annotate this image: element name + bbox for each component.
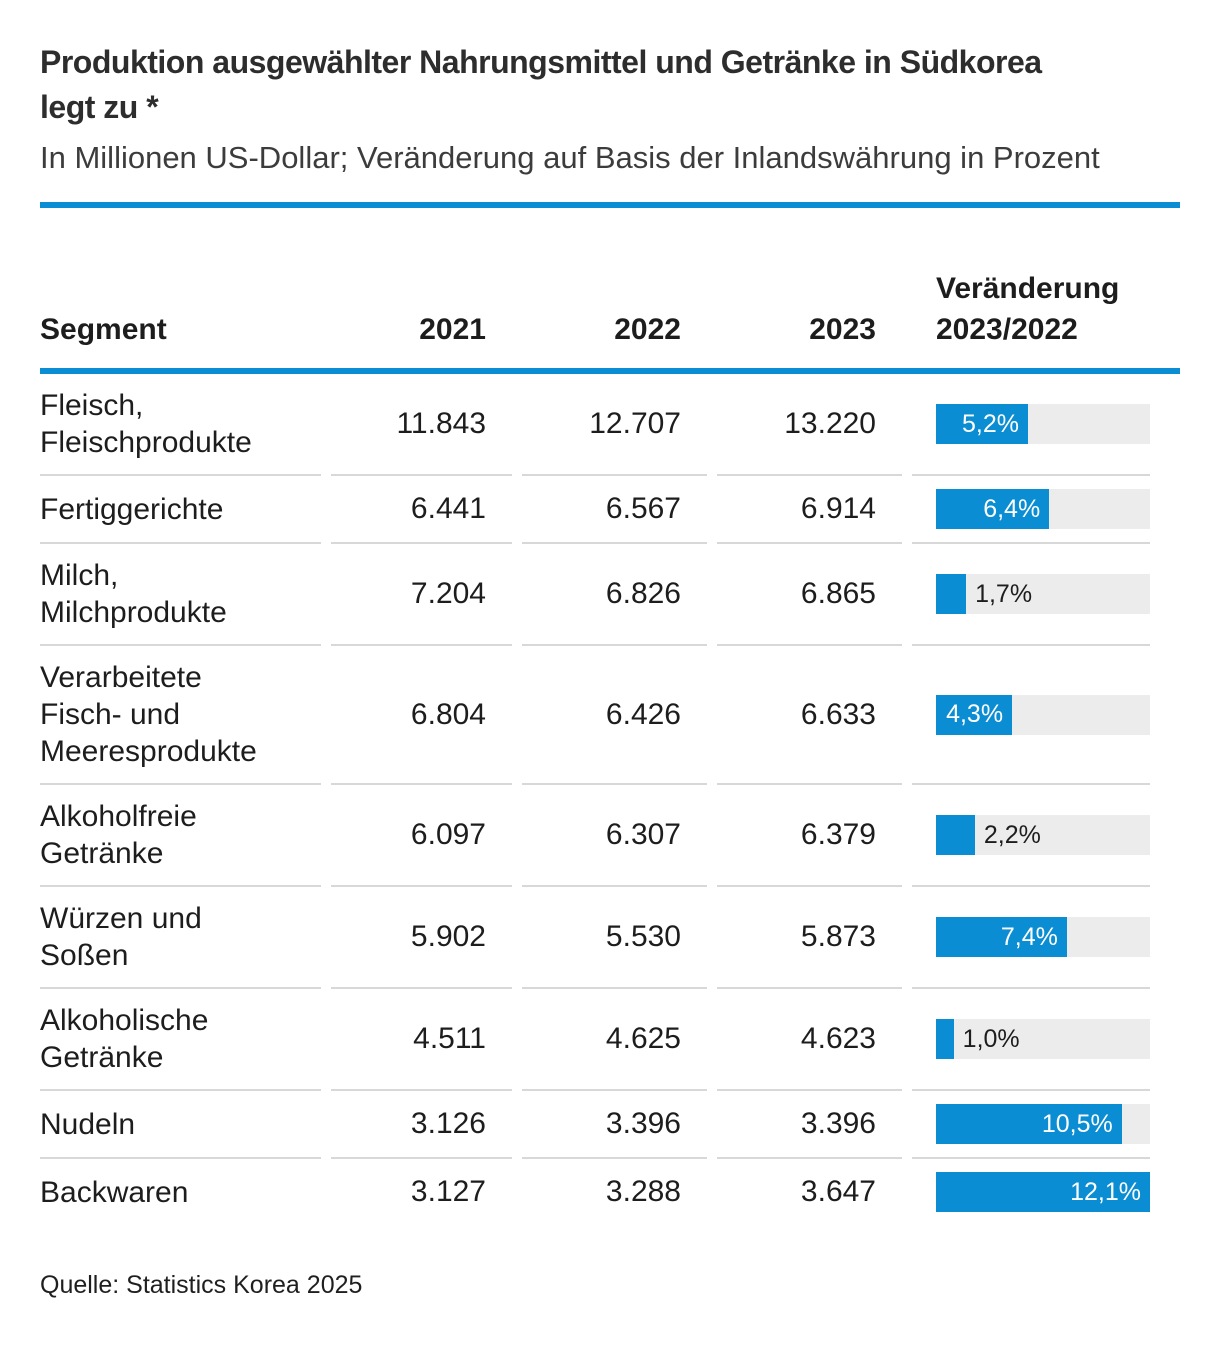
value-cell-2022: 6.826: [522, 544, 707, 646]
change-bar-label: 1,7%: [975, 579, 1033, 608]
change-bar-track: 1,0%: [936, 1019, 1150, 1059]
change-bar-label: 7,4%: [1000, 922, 1058, 951]
table-row: Würzen und Soßen 5.902 5.530 5.873 7,4%: [40, 887, 1150, 989]
change-cell: 10,5%: [912, 1091, 1150, 1159]
change-bar-fill: 4,3%: [936, 694, 1013, 735]
page-title-line2: legt zu *: [40, 89, 159, 125]
change-cell: 1,7%: [912, 544, 1150, 646]
change-bar-label: 10,5%: [1041, 1109, 1113, 1138]
change-cell: 1,0%: [912, 989, 1150, 1091]
value-cell-2022: 3.396: [522, 1091, 707, 1159]
change-bar-track: 6,4%: [936, 489, 1150, 529]
value-cell-2023: 6.379: [717, 785, 902, 887]
change-bar-track: 1,7%: [936, 574, 1150, 614]
change-bar-fill: 12,1%: [936, 1172, 1150, 1212]
value-cell-2023: 6.914: [717, 476, 902, 544]
change-cell: 7,4%: [912, 887, 1150, 989]
change-bar-fill: 10,5%: [936, 1104, 1122, 1144]
table-row: Backwaren 3.127 3.288 3.647 12,1%: [40, 1159, 1150, 1225]
change-bar-track: 2,2%: [936, 815, 1150, 855]
value-cell-2021: 7.204: [331, 544, 512, 646]
value-cell-2021: 11.843: [331, 374, 512, 476]
change-bar-label: 4,3%: [946, 700, 1004, 728]
change-bar-track: 4,3%: [936, 694, 1150, 735]
value-cell-2021: 6.097: [331, 785, 512, 887]
table-row: Alkoholfreie Getränke 6.097 6.307 6.379 2,2%: [40, 785, 1150, 887]
change-bar-fill: [936, 815, 975, 855]
change-cell: 4,3%: [912, 646, 1150, 785]
segment-cell: Würzen und Soßen: [40, 887, 321, 989]
change-cell: 12,1%: [912, 1159, 1150, 1225]
segment-cell: Backwaren: [40, 1175, 189, 1209]
change-bar-track: 5,2%: [936, 404, 1150, 444]
change-bar-label: 6,4%: [983, 494, 1041, 523]
data-table: Segment 2021 2022 2023 Veränderung 2023/…: [40, 268, 1150, 368]
segment-cell: Alkoholische Getränke: [40, 989, 321, 1091]
value-cell-2023: 5.873: [717, 887, 902, 989]
value-cell-2022: 6.567: [522, 476, 707, 544]
page-title-line1: Produktion ausgewählter Nahrungsmittel u…: [40, 44, 1042, 80]
change-bar-label: 5,2%: [961, 409, 1019, 438]
change-cell: 5,2%: [912, 374, 1150, 476]
table-row: Nudeln 3.126 3.396 3.396 10,5%: [40, 1091, 1150, 1159]
value-cell-2022: 5.530: [522, 887, 707, 989]
change-bar-fill: [936, 1019, 954, 1059]
change-bar-label: 12,1%: [1070, 1177, 1141, 1206]
top-rule: [40, 202, 1180, 208]
column-header-2023: 2023: [809, 313, 876, 346]
segment-cell: Fleisch, Fleischprodukte: [40, 374, 321, 476]
change-cell: 2,2%: [912, 785, 1150, 887]
column-header-2022: 2022: [614, 313, 681, 346]
value-cell-2022: 4.625: [522, 989, 707, 1091]
change-bar-track: 10,5%: [936, 1104, 1150, 1144]
value-cell-2022: 6.426: [522, 646, 707, 785]
change-bar-fill: 6,4%: [936, 489, 1050, 529]
table-body: Fleisch, Fleischprodukte 11.843 12.707 13.2…: [40, 374, 1150, 1225]
source-note: Quelle: Statistics Korea 2025: [40, 1271, 363, 1299]
page-title: Produktion ausgewählter Nahrungsmittel u…: [40, 40, 1180, 130]
value-cell-2021: 3.127: [410, 1175, 486, 1208]
change-bar-track: 12,1%: [936, 1172, 1150, 1212]
change-bar-fill: [936, 574, 967, 614]
segment-cell: Nudeln: [40, 1091, 321, 1159]
segment-cell: Verarbeitete Fisch- und Meeresprodukte: [40, 646, 321, 785]
table-row: Alkoholische Getränke 4.511 4.625 4.623 1,0%: [40, 989, 1150, 1091]
value-cell-2022: 6.307: [522, 785, 707, 887]
value-cell-2022: 12.707: [522, 374, 707, 476]
table-row: Fleisch, Fleischprodukte 11.843 12.707 13.2…: [40, 374, 1150, 476]
change-bar-track: 7,4%: [936, 917, 1150, 957]
value-cell-2023: 13.220: [717, 374, 902, 476]
header-rule: [40, 368, 1180, 374]
value-cell-2021: 4.511: [331, 989, 512, 1091]
change-bar-fill: 7,4%: [936, 917, 1067, 957]
segment-cell: Fertiggerichte: [40, 476, 321, 544]
value-cell-2023: 3.396: [717, 1091, 902, 1159]
change-bar-label: 2,2%: [983, 820, 1041, 849]
column-header-2021: 2021: [419, 313, 486, 346]
table-header-row: Segment 2021 2022 2023 Veränderung 2023/…: [40, 268, 1150, 368]
value-cell-2021: 6.804: [331, 646, 512, 785]
value-cell-2021: 5.902: [331, 887, 512, 989]
table-row: Fertiggerichte 6.441 6.567 6.914 6,4%: [40, 476, 1150, 544]
value-cell-2022: 3.288: [605, 1175, 681, 1208]
value-cell-2023: 4.623: [717, 989, 902, 1091]
segment-cell: Milch, Milchprodukte: [40, 544, 321, 646]
value-cell-2023: 3.647: [800, 1175, 876, 1208]
column-header-segment: Segment: [40, 313, 167, 346]
segment-cell: Alkoholfreie Getränke: [40, 785, 321, 887]
table-row: Verarbeitete Fisch- und Meeresprodukte 6.…: [40, 646, 1150, 785]
column-header-change: Veränderung 2023/2022: [936, 272, 1120, 346]
value-cell-2021: 6.441: [331, 476, 512, 544]
page-subtitle: In Millionen US-Dollar; Veränderung auf …: [40, 140, 1100, 175]
change-bar-fill: 5,2%: [936, 404, 1028, 444]
value-cell-2023: 6.633: [717, 646, 902, 785]
change-cell: 6,4%: [912, 476, 1150, 544]
value-cell-2021: 3.126: [331, 1091, 512, 1159]
change-bar-label: 1,0%: [962, 1024, 1020, 1053]
value-cell-2023: 6.865: [717, 544, 902, 646]
table-row: Milch, Milchprodukte 7.204 6.826 6.865 1,7%: [40, 544, 1150, 646]
